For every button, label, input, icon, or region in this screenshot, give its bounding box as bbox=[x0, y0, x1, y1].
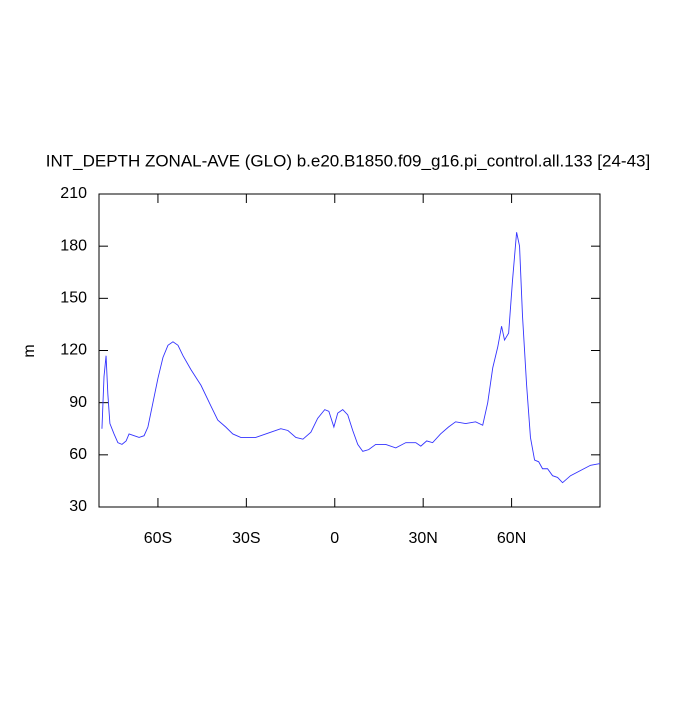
y-tick-label: 90 bbox=[69, 394, 87, 411]
x-tick-label: 0 bbox=[330, 530, 339, 547]
y-tick-label: 180 bbox=[60, 237, 87, 254]
x-tick-label: 30N bbox=[408, 530, 437, 547]
y-tick-label: 210 bbox=[60, 185, 87, 202]
x-tick-label: 60N bbox=[497, 530, 526, 547]
data-line bbox=[101, 232, 601, 484]
chart-title: INT_DEPTH ZONAL-AVE (GLO) b.e20.B1850.f0… bbox=[46, 151, 650, 170]
x-tick-label: 60S bbox=[144, 530, 172, 547]
y-tick-label: 60 bbox=[69, 446, 87, 463]
plot-frame bbox=[98, 193, 601, 508]
y-tick-label: 150 bbox=[60, 290, 87, 307]
y-tick-label: 30 bbox=[69, 498, 87, 515]
y-tick-label: 120 bbox=[60, 342, 87, 359]
y-axis-label: m bbox=[21, 344, 38, 357]
x-tick-label: 30S bbox=[232, 530, 260, 547]
